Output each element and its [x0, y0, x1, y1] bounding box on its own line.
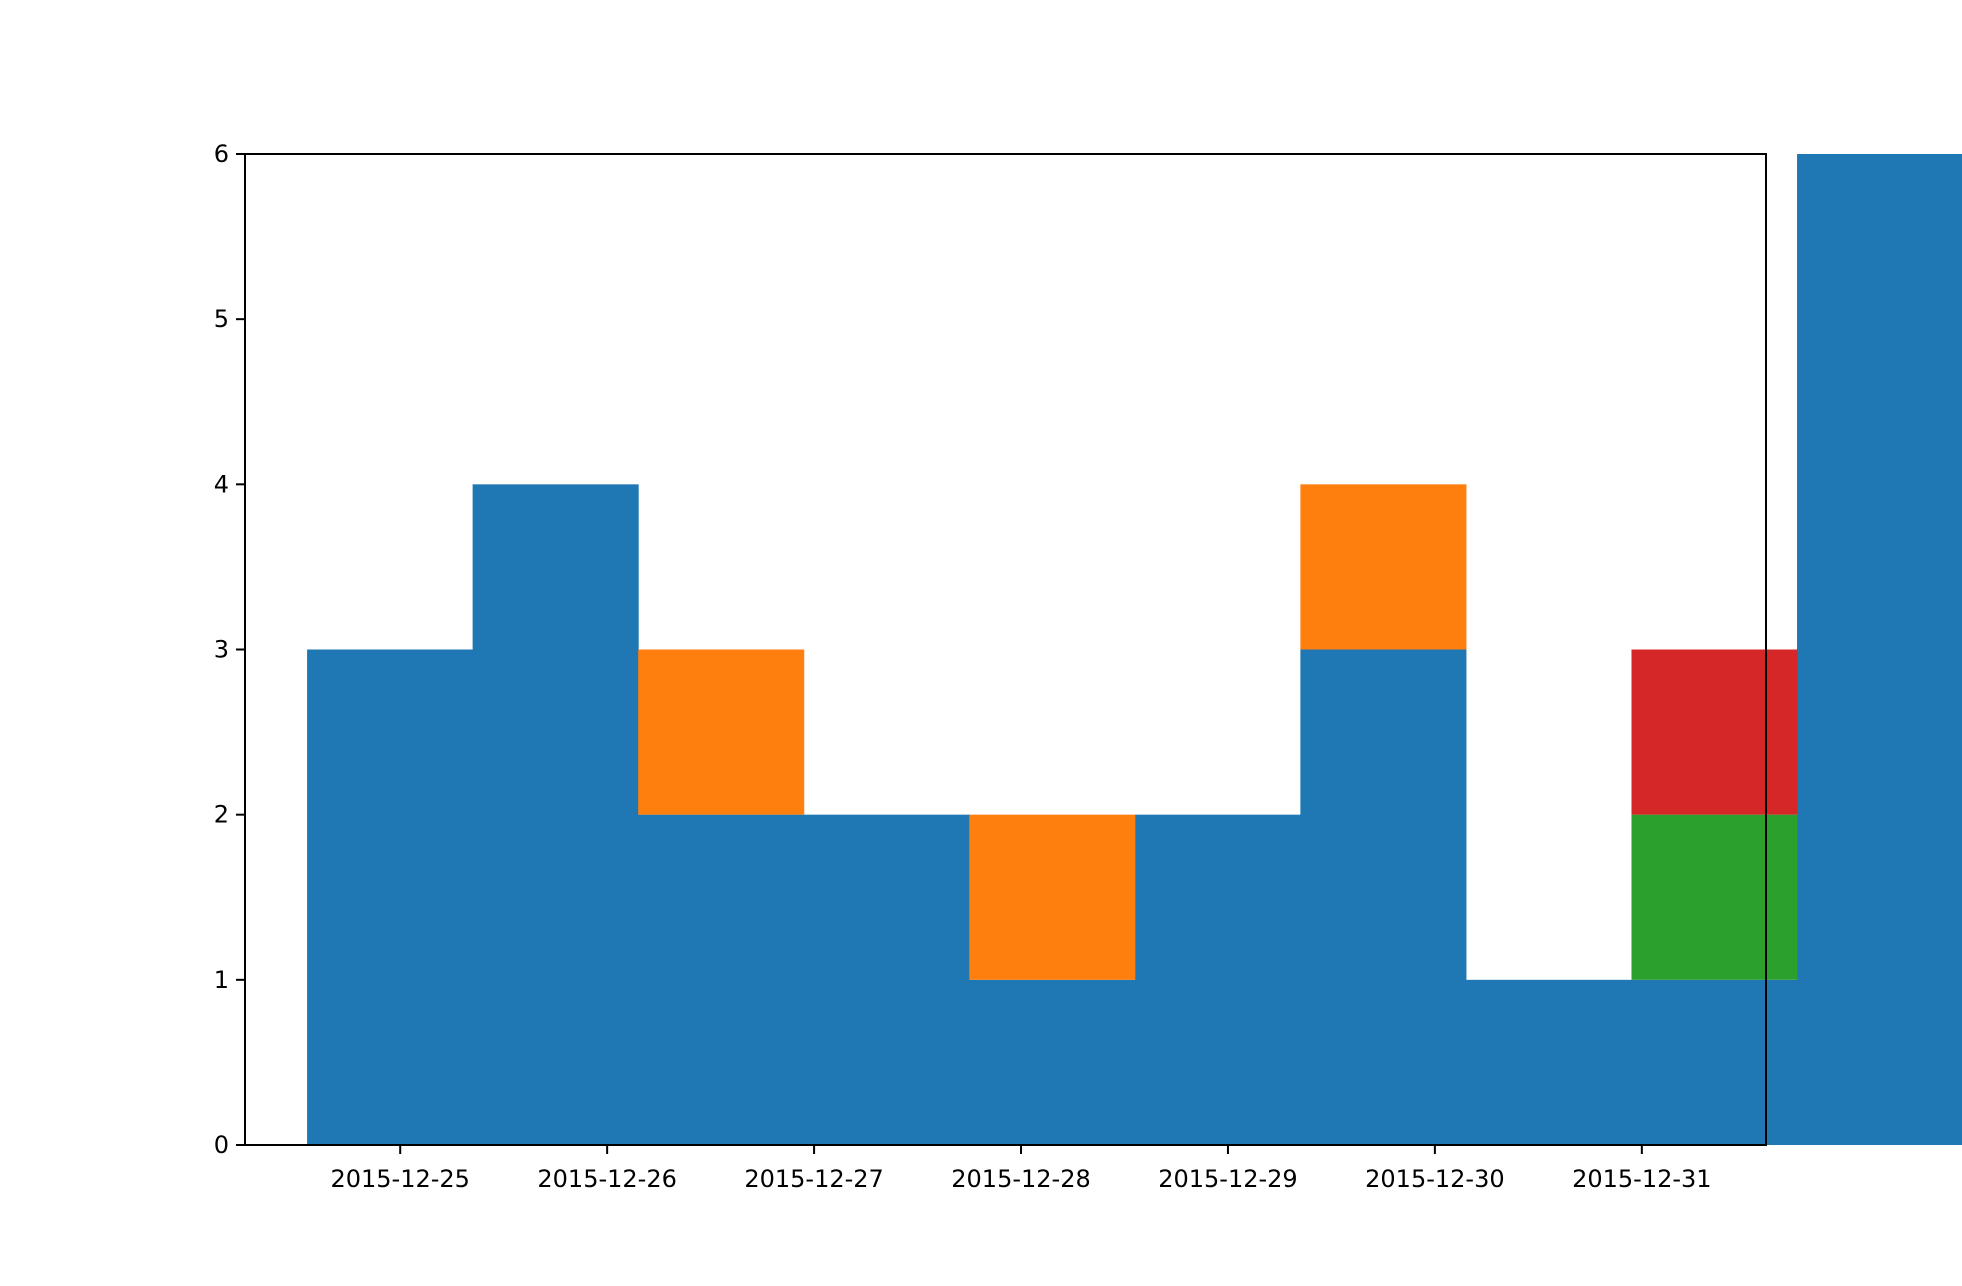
y-tick-label-5: 5 [214, 305, 229, 333]
bar-series1-bin4 [969, 814, 1136, 980]
bar-series0-bin0 [307, 649, 474, 1145]
bar-series0-bin5 [1134, 814, 1301, 1145]
bar-series0-bin3 [803, 814, 970, 1145]
x-tick-label-5: 2015-12-30 [1365, 1165, 1504, 1193]
y-tick-label-1: 1 [214, 966, 229, 994]
bar-series0-bin6 [1300, 649, 1467, 1145]
x-tick-label-3: 2015-12-28 [951, 1165, 1090, 1193]
x-tick-label-6: 2015-12-31 [1572, 1165, 1711, 1193]
bar-series0-bin1 [472, 484, 639, 1145]
bar-series1-bin2 [638, 649, 805, 815]
x-tick-label-0: 2015-12-25 [330, 1165, 469, 1193]
y-tick-label-0: 0 [214, 1131, 229, 1159]
y-tick-label-3: 3 [214, 636, 229, 664]
bar-series0-bin2 [638, 814, 805, 1145]
y-tick-label-4: 4 [214, 470, 229, 498]
bar-series0-bin7 [1465, 979, 1632, 1145]
x-axis-ticks: 2015-12-25 2015-12-26 2015-12-27 2015-12-28… [330, 1145, 1712, 1193]
bar-series1-bin6 [1300, 484, 1467, 650]
y-tick-label-6: 6 [214, 140, 229, 168]
y-axis-ticks: 0 1 2 3 4 5 6 [214, 140, 245, 1159]
y-tick-label-2: 2 [214, 801, 229, 829]
bar-series2-bin8 [1631, 814, 1798, 980]
bar-series0-bin9 [1797, 154, 1962, 1145]
x-tick-label-2: 2015-12-27 [744, 1165, 883, 1193]
bar-series0-bin4 [969, 979, 1136, 1145]
bar-series0-bin8 [1631, 979, 1798, 1145]
x-tick-label-1: 2015-12-26 [537, 1165, 676, 1193]
bars-layer [307, 154, 1962, 1145]
x-tick-label-4: 2015-12-29 [1158, 1165, 1297, 1193]
bar-series3-bin8 [1631, 649, 1798, 815]
